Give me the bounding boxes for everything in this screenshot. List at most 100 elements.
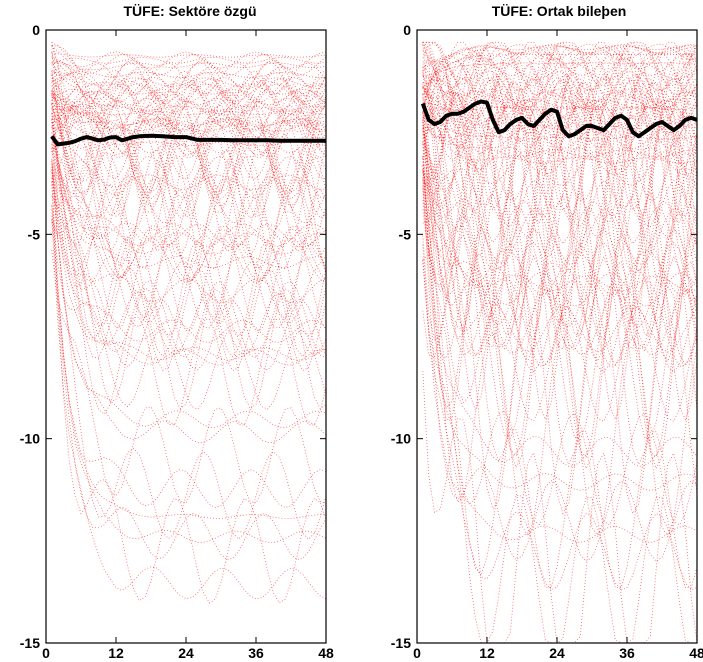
cloud-path (51, 85, 327, 194)
cloud-path (422, 170, 698, 301)
x-tick-label: 48 (318, 645, 334, 661)
y-axis: 0 -5 -10 -15 (20, 22, 326, 651)
cloud-path (51, 92, 327, 130)
cloud-path (51, 62, 327, 91)
cloud-path (422, 169, 698, 322)
cloud-path (51, 91, 327, 111)
y-tick-label: -15 (20, 635, 40, 651)
cloud-path (422, 122, 698, 356)
cloud-path (51, 45, 327, 98)
cloud-path (422, 141, 698, 366)
cloud-path (51, 74, 327, 247)
cloud-path (51, 61, 327, 113)
cloud-path (51, 88, 327, 124)
y-tick-label: -5 (28, 226, 41, 242)
y-tick-label: -15 (391, 635, 411, 651)
cloud-path (422, 129, 698, 296)
cloud-path (51, 98, 327, 258)
y-tick-label: -5 (399, 226, 412, 242)
cloud-path (51, 90, 327, 154)
cloud-path (422, 60, 698, 80)
cloud-path (51, 75, 327, 213)
cloud-path (51, 136, 327, 248)
cloud-path (51, 206, 327, 509)
cloud-path (422, 41, 698, 342)
cloud-path (51, 56, 327, 65)
cloud-path (51, 205, 327, 332)
cloud-path (51, 204, 327, 410)
cloud-path (422, 79, 698, 157)
cloud-path (422, 155, 698, 441)
cloud-path (51, 170, 327, 426)
cloud-path (422, 144, 698, 458)
cloud-path (51, 60, 327, 105)
x-tick-label: 24 (178, 645, 194, 661)
chart-panel-right: TÜFE: Ortak bileþen 0 12 24 36 48 0 -5 -10 -15 (391, 3, 703, 661)
cloud-path (51, 168, 327, 429)
cloud-path (422, 169, 698, 526)
cloud-path (51, 110, 327, 124)
cloud-path (51, 182, 327, 604)
cloud-path (51, 119, 327, 303)
cloud-path (422, 244, 698, 543)
cloud-path (51, 105, 327, 219)
cloud-path (51, 147, 327, 361)
cloud-path (422, 260, 697, 644)
cloud-path (51, 138, 327, 232)
cloud-path (51, 77, 327, 107)
response-lines (420, 99, 698, 139)
cloud-path (51, 167, 326, 366)
cloud-path (422, 62, 698, 88)
x-tick-label: 12 (479, 645, 495, 661)
cloud-path (422, 93, 698, 538)
response-lines (50, 133, 326, 147)
cloud-path (51, 57, 327, 102)
cloud-path (422, 75, 698, 136)
cloud-path (422, 235, 698, 466)
cloud-path (422, 123, 698, 201)
cloud-path (422, 41, 698, 120)
cloud-path (422, 104, 698, 470)
chart-title: TÜFE: Ortak bileþen (492, 3, 627, 19)
cloud-path (51, 172, 327, 540)
cloud-path (51, 45, 327, 69)
cloud-path (422, 120, 698, 422)
chart-title: TÜFE: Sektöre özgü (123, 3, 256, 19)
x-axis: 0 12 24 36 48 (42, 30, 334, 661)
cloud-path (51, 89, 327, 146)
cloud-path (51, 42, 327, 252)
cloud-path (422, 112, 698, 186)
x-tick-label: 0 (42, 645, 50, 661)
y-tick-label: 0 (403, 22, 411, 38)
median-response-line (50, 133, 326, 147)
cloud-path (51, 221, 327, 410)
cloud-path (422, 141, 698, 272)
cloud-path (422, 98, 698, 140)
cloud-path (422, 44, 698, 103)
cloud-path (51, 250, 327, 504)
cloud-path (422, 113, 698, 164)
cloud-path (51, 75, 327, 115)
cloud-path (51, 209, 327, 519)
cloud-path (422, 185, 698, 352)
cloud-path (51, 137, 327, 281)
cloud-path (422, 112, 698, 373)
cloud-path (422, 66, 698, 110)
cloud-path (422, 83, 698, 176)
cloud-path (422, 91, 698, 274)
scatter-cloud (422, 41, 698, 644)
cloud-path (51, 52, 327, 58)
x-tick-label: 36 (619, 645, 635, 661)
cloud-path (51, 160, 327, 343)
scatter-cloud (51, 41, 327, 604)
cloud-path (51, 91, 327, 324)
cloud-path (51, 181, 327, 543)
cloud-path (51, 113, 327, 224)
y-tick-label: 0 (32, 22, 40, 38)
cloud-path (422, 91, 698, 350)
cloud-path (51, 163, 327, 371)
cloud-path (422, 88, 698, 140)
x-tick-label: 48 (689, 645, 703, 661)
x-tick-label: 24 (549, 645, 565, 661)
cloud-path (422, 42, 698, 135)
